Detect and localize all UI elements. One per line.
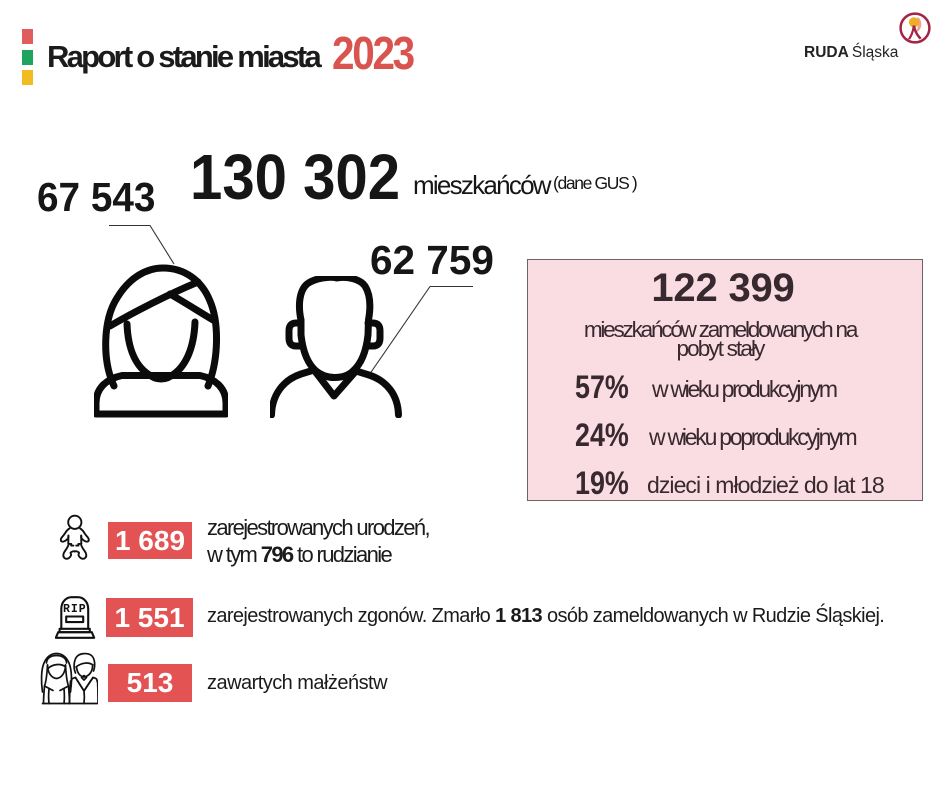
- svg-text:RIP: RIP: [63, 603, 87, 616]
